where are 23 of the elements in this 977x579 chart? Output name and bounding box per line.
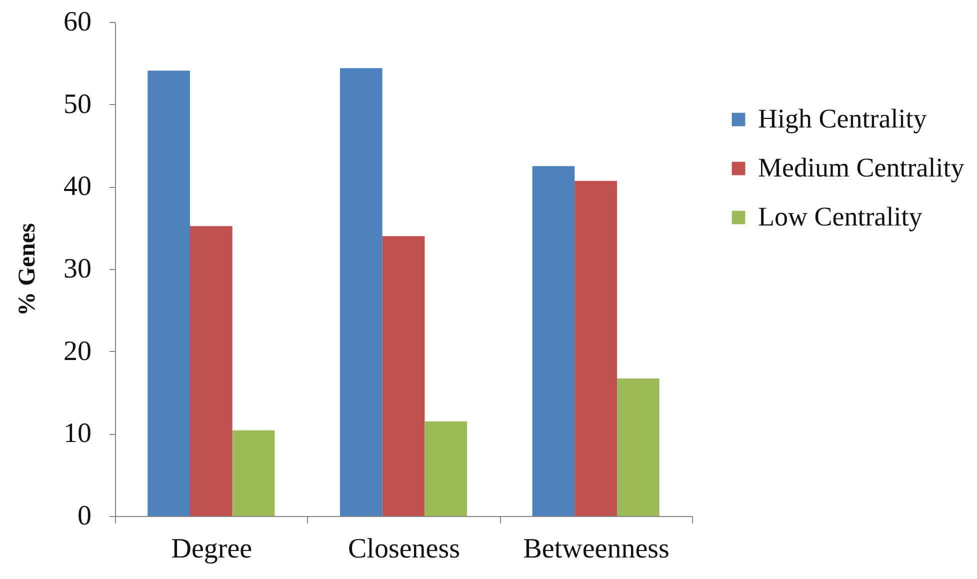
bar: [190, 226, 232, 516]
x-tick-label: Degree: [171, 534, 252, 564]
bar: [574, 180, 618, 516]
y-tick-label: 40: [64, 171, 92, 202]
bar: [232, 430, 275, 516]
y-tick-label: 0: [78, 500, 92, 532]
bar: [148, 70, 190, 516]
legend-label: Low Centrality: [758, 202, 923, 232]
bar: [617, 378, 660, 516]
bar: [424, 421, 468, 516]
bar: [532, 166, 575, 516]
y-axis-title: % Genes: [14, 223, 40, 316]
x-tick-label: Betweenness: [523, 534, 670, 564]
y-tick-label: 60: [64, 6, 92, 38]
x-tick-label: Closeness: [348, 534, 460, 564]
y-tick-label: 10: [64, 418, 92, 450]
bar: [382, 236, 425, 516]
y-tick-label: 20: [64, 336, 92, 367]
y-tick-label: 50: [64, 88, 92, 120]
y-tick-label: 30: [64, 254, 92, 284]
bar: [340, 68, 382, 516]
legend-label: Medium Centrality: [758, 152, 965, 182]
legend-label: High Centrality: [758, 104, 928, 134]
